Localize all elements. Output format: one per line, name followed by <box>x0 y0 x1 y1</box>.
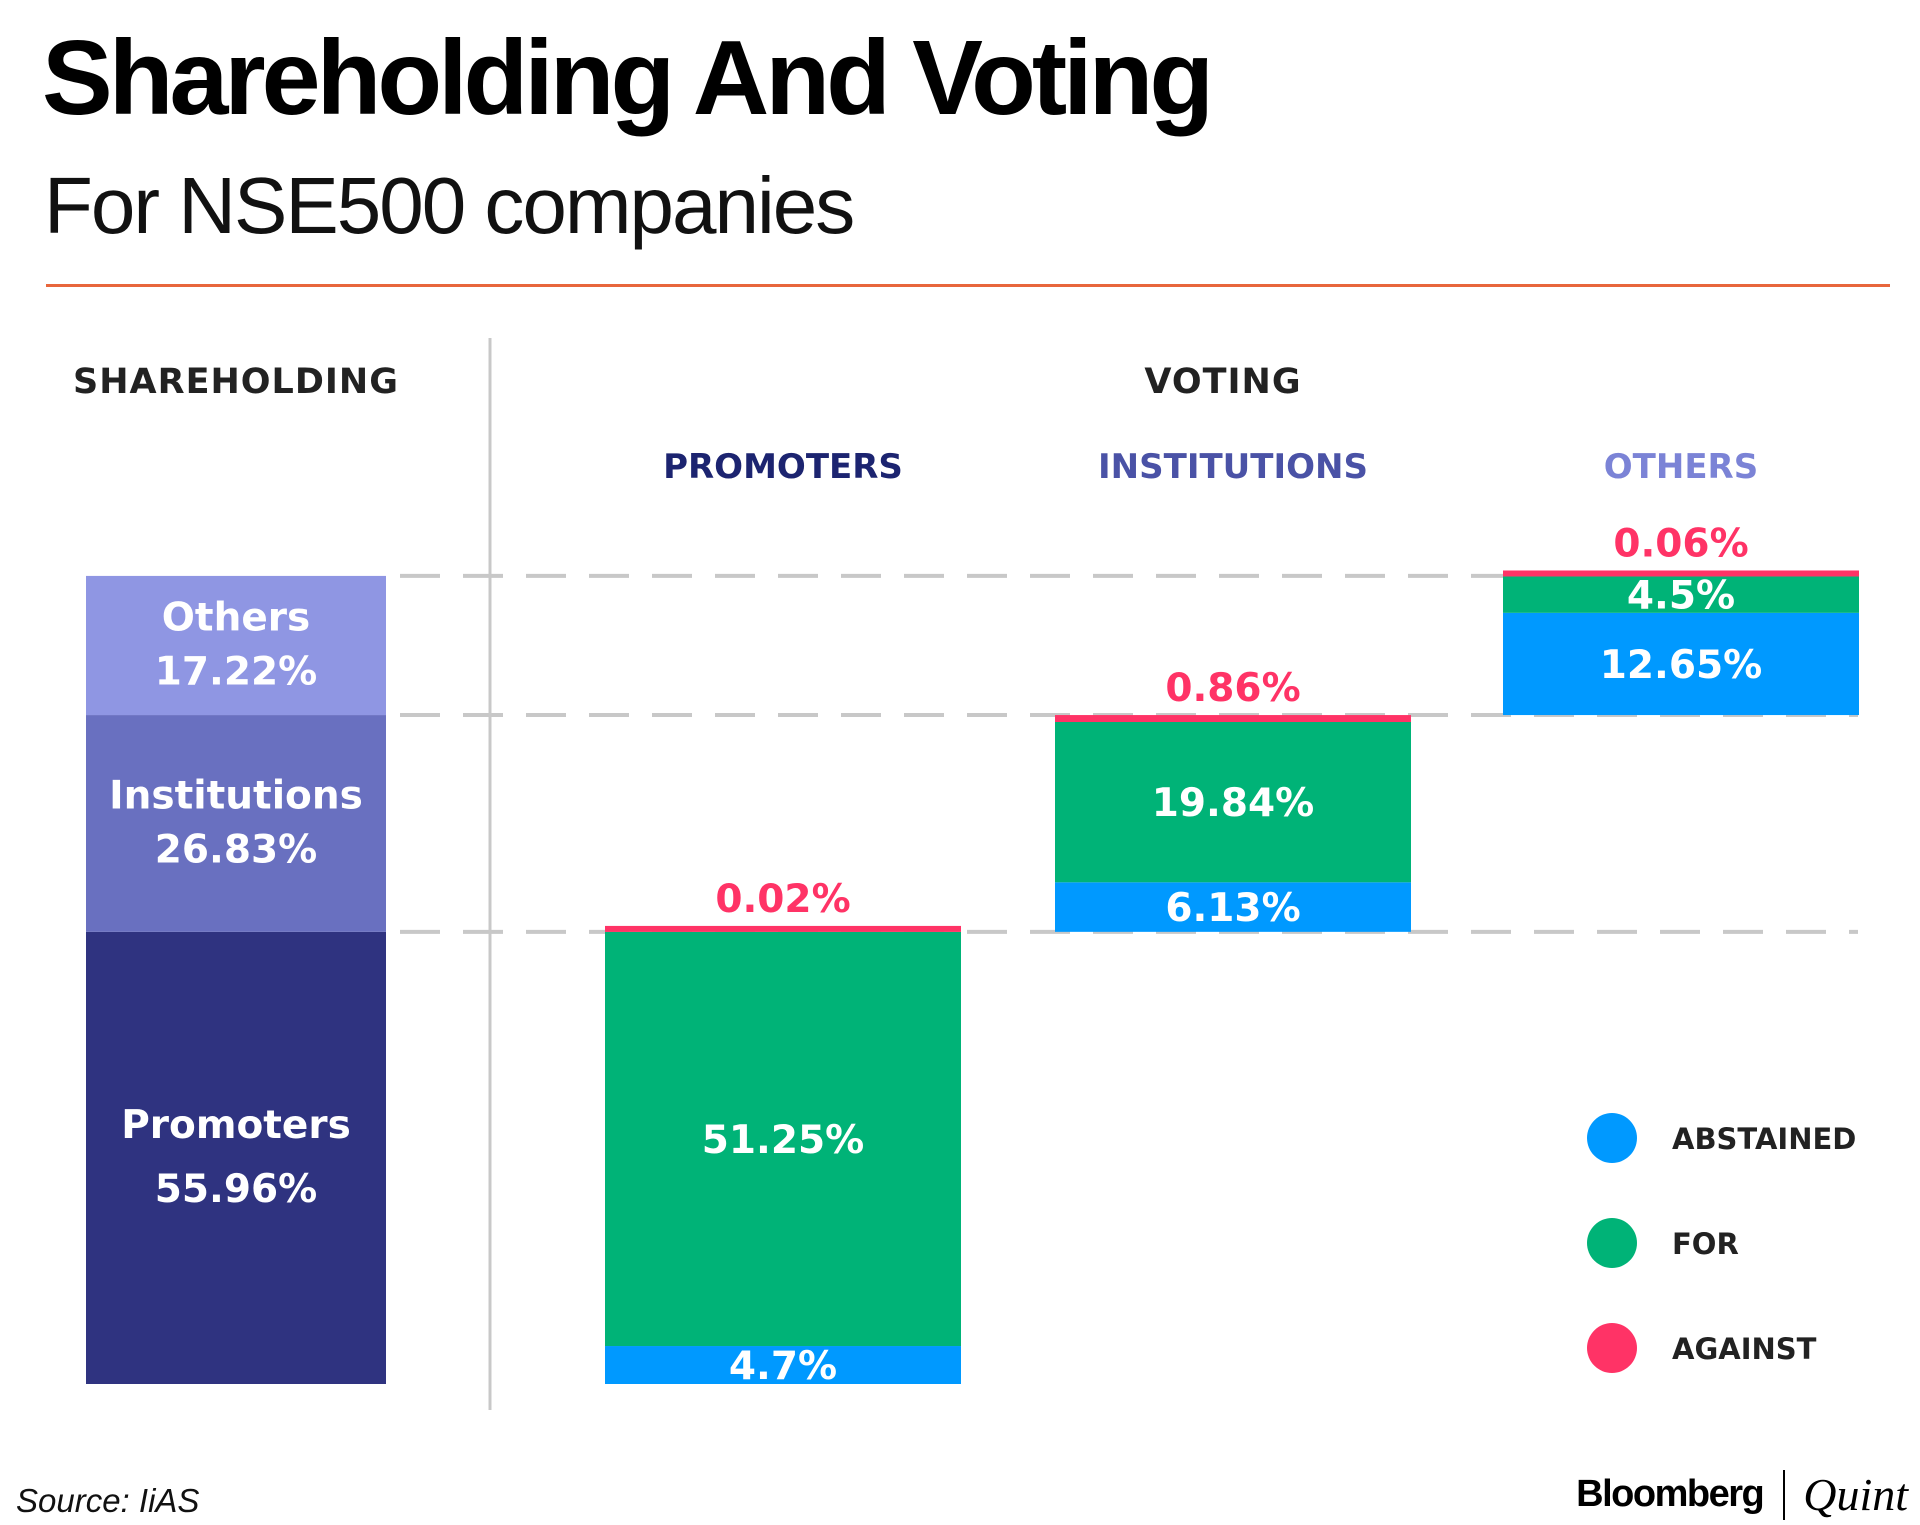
voting-institutions-abstained-label: 6.13% <box>1165 886 1300 931</box>
voting-others-for-segment <box>1503 576 1859 613</box>
voting-institutions-for-label: 19.84% <box>1152 781 1314 826</box>
legend: ABSTAINED FOR AGAINST <box>1587 1113 1856 1373</box>
brand-logo-right: Quint <box>1803 1469 1908 1520</box>
legend-label-for: FOR <box>1672 1227 1739 1261</box>
shareholding-value-promoters: 55.96% <box>155 1167 317 1212</box>
chart-title: Shareholding And Voting <box>42 19 1214 137</box>
legend-swatch-for <box>1587 1218 1637 1268</box>
brand-logo: Bloomberg Quint <box>1576 1468 1908 1521</box>
shareholding-bar: Promoters 55.96% Institutions 26.83% Others 1… <box>86 575 386 1384</box>
shareholding-voting-chart: SHAREHOLDING VOTING Promoters 55.96% Insti… <box>73 338 1859 1410</box>
shareholding-segment-others <box>86 575 386 716</box>
shareholding-name-promoters: Promoters <box>121 1103 351 1148</box>
voting-section-header: VOTING <box>1144 362 1301 402</box>
voting-promoters-for-label: 51.25% <box>702 1118 864 1163</box>
voting-promoters-against-segment <box>605 925 961 932</box>
chart-subtitle: For NSE500 companies <box>44 161 855 250</box>
shareholding-segment-institutions <box>86 715 386 932</box>
shareholding-value-institutions: 26.83% <box>155 827 317 872</box>
shareholding-name-institutions: Institutions <box>109 773 363 818</box>
voting-header-institutions: INSTITUTIONS <box>1098 447 1368 487</box>
voting-header-promoters: PROMOTERS <box>663 447 903 487</box>
legend-swatch-against <box>1587 1323 1637 1373</box>
voting-others-for-label: 4.5% <box>1627 574 1735 619</box>
brand-separator <box>1783 1469 1786 1520</box>
voting-promoters-abstained-label: 4.7% <box>729 1344 837 1389</box>
voting-promoters-against-label: 0.02% <box>715 877 850 922</box>
voting-header-others: OTHERS <box>1604 447 1758 487</box>
source-note: Source: IiAS <box>16 1482 200 1519</box>
voting-institutions-abstained-segment <box>1055 882 1411 932</box>
voting-others-abstained-label: 12.65% <box>1600 643 1762 688</box>
legend-label-abstained: ABSTAINED <box>1672 1122 1856 1156</box>
voting-others-against-segment <box>1503 570 1859 577</box>
shareholding-name-others: Others <box>162 595 310 640</box>
legend-label-against: AGAINST <box>1672 1332 1817 1366</box>
shareholding-value-others: 17.22% <box>155 649 317 694</box>
title-rule <box>46 284 1890 287</box>
voting-promoters-abstained-segment <box>605 1346 961 1384</box>
voting-institutions-against-label: 0.86% <box>1165 666 1300 711</box>
voting-institutions-against-segment <box>1055 715 1411 723</box>
voting-others-abstained-segment <box>1503 612 1859 716</box>
voting-institutions-for-segment <box>1055 722 1411 883</box>
voting-bars: PROMOTERS 4.7% 51.25% 0.02% INSTITUTIONS 6.13… <box>605 447 1859 1389</box>
shareholding-segment-promoters <box>86 931 386 1384</box>
legend-swatch-abstained <box>1587 1113 1637 1163</box>
shareholding-section-header: SHAREHOLDING <box>73 362 399 402</box>
voting-others-against-label: 0.06% <box>1613 521 1748 566</box>
voting-promoters-for-segment <box>605 931 961 1347</box>
brand-logo-left: Bloomberg <box>1576 1473 1765 1515</box>
